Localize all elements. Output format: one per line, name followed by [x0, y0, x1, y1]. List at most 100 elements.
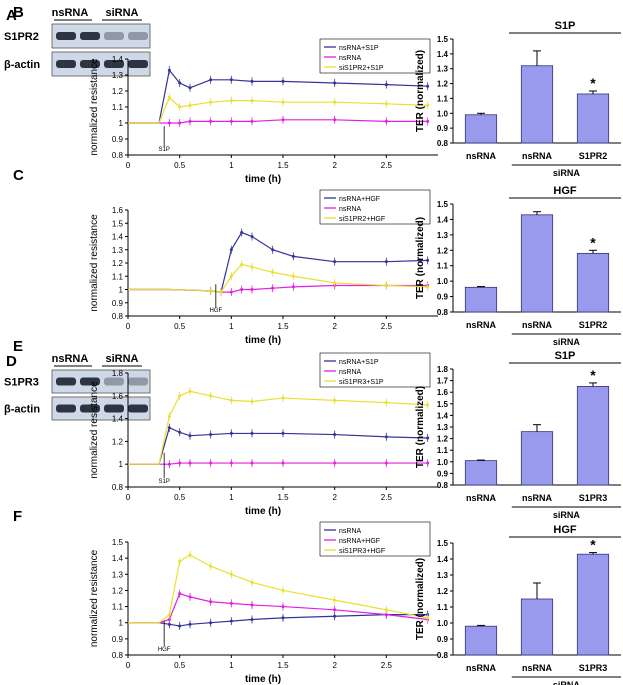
data-point — [426, 403, 430, 407]
category-label: nsRNA — [466, 663, 497, 673]
data-point — [188, 86, 192, 90]
data-point — [209, 600, 213, 604]
category-label: nsRNA — [522, 320, 553, 330]
data-point — [209, 564, 213, 568]
data-point — [167, 426, 171, 430]
bar-panel-Fbar: 0.8 0.9 1.0 1.1 1.2 1.3 1.4 1.5 TER (normalized)… — [415, 524, 621, 685]
y-tick-label: 1.2 — [112, 437, 124, 446]
data-point — [178, 624, 182, 628]
y-tick-label: 1.4 — [437, 555, 449, 564]
data-point — [229, 461, 233, 465]
data-point — [333, 608, 337, 612]
x-tick-label: 1.5 — [277, 661, 289, 670]
y-tick-label: 1.8 — [112, 369, 124, 378]
series-line — [128, 263, 428, 293]
bar-panel-Bbar: 0.8 0.9 1.0 1.1 1.2 1.3 1.4 1.5 TER (normalized)… — [415, 20, 621, 178]
x-axis-label: time (h) — [245, 335, 281, 346]
y-tick-label: 1.2 — [437, 435, 449, 444]
y-tick-label: 1.4 — [112, 55, 124, 64]
blot-header-label: siRNA — [105, 7, 138, 19]
data-point — [188, 119, 192, 123]
data-point — [240, 262, 244, 266]
data-point — [291, 285, 295, 289]
x-tick-label: 1.5 — [277, 322, 289, 331]
data-point — [178, 559, 182, 563]
y-tick-label: 1.8 — [437, 365, 449, 374]
y-tick-label: 1.4 — [112, 233, 124, 242]
y-tick-label: 1 — [119, 119, 124, 128]
blot-band — [128, 60, 148, 68]
y-tick-label: 0.8 — [437, 481, 449, 490]
data-point — [209, 78, 213, 82]
blot-band — [80, 377, 100, 386]
bar-panel-Cbar: 0.8 0.9 1.0 1.1 1.2 1.3 1.4 1.5 TER (normalized)… — [415, 185, 621, 347]
data-point — [167, 462, 171, 466]
legend: nsRNA+HGF nsRNA siS1PR2+HGF — [319, 189, 431, 225]
bar — [464, 625, 498, 656]
x-tick-label: 0.5 — [174, 322, 186, 331]
data-point — [250, 265, 254, 269]
series-line — [128, 390, 428, 465]
y-tick-label: 1.3 — [437, 231, 449, 240]
series-line — [128, 554, 428, 624]
bar — [576, 93, 610, 144]
data-point — [209, 119, 213, 123]
treatment-label: HGF — [209, 308, 222, 314]
legend-entry: siS1PR2+S1P — [339, 65, 384, 72]
data-point — [229, 619, 233, 623]
panel-letter: D — [6, 353, 17, 370]
y-tick-label: 1.4 — [437, 411, 449, 420]
blot-band — [56, 32, 76, 40]
data-point — [209, 621, 213, 625]
y-axis-label: normalized resistance — [89, 549, 100, 647]
y-tick-label: 1.2 — [112, 259, 124, 268]
data-point — [178, 81, 182, 85]
data-point — [240, 231, 244, 235]
category-label: S1PR2 — [579, 320, 608, 330]
significance-star: * — [590, 75, 596, 91]
data-point — [229, 601, 233, 605]
treatment-label: HGF — [158, 647, 171, 653]
data-point — [188, 595, 192, 599]
y-tick-label: 0.8 — [112, 483, 124, 492]
legend-entry: nsRNA+HGF — [339, 538, 380, 545]
x-tick-label: 2.5 — [381, 661, 393, 670]
y-tick-label: 1.0 — [437, 458, 449, 467]
blot-band — [104, 404, 124, 413]
legend-entry: nsRNA+S1P — [339, 359, 379, 366]
series-line — [128, 68, 428, 124]
line-panel-F: F 0.8 0.9 1 1.1 1.2 1.3 1.4 1.5 0 0.5 1 1.5 2 2.5 time … — [13, 508, 438, 685]
data-point — [178, 461, 182, 465]
x-tick-label: 2 — [332, 493, 337, 502]
legend-entry: nsRNA — [339, 55, 362, 62]
bar — [520, 214, 554, 313]
y-tick-label: 1.2 — [112, 87, 124, 96]
data-point — [229, 119, 233, 123]
series-line — [128, 119, 428, 124]
series-line — [128, 284, 428, 293]
data-point — [426, 461, 430, 465]
data-point — [333, 398, 337, 402]
data-point — [333, 433, 337, 437]
y-tick-label: 1.3 — [437, 65, 449, 74]
blot-band — [128, 377, 148, 386]
y-tick-label: 0.8 — [437, 651, 449, 660]
y-tick-label: 1.0 — [437, 277, 449, 286]
y-tick-label: 1.4 — [112, 554, 124, 563]
data-point — [229, 290, 233, 294]
data-point — [281, 100, 285, 104]
data-point — [281, 461, 285, 465]
legend-entry: nsRNA — [339, 369, 362, 376]
data-point — [250, 288, 254, 291]
blot-band — [128, 32, 148, 40]
legend-entry: nsRNA — [339, 206, 362, 213]
y-tick-label: 1.1 — [112, 272, 124, 281]
data-point — [209, 100, 213, 104]
data-point — [229, 398, 233, 402]
data-point — [188, 389, 192, 393]
legend-entry: nsRNA+HGF — [339, 196, 380, 203]
blot-band — [56, 404, 76, 413]
data-point — [178, 592, 182, 596]
